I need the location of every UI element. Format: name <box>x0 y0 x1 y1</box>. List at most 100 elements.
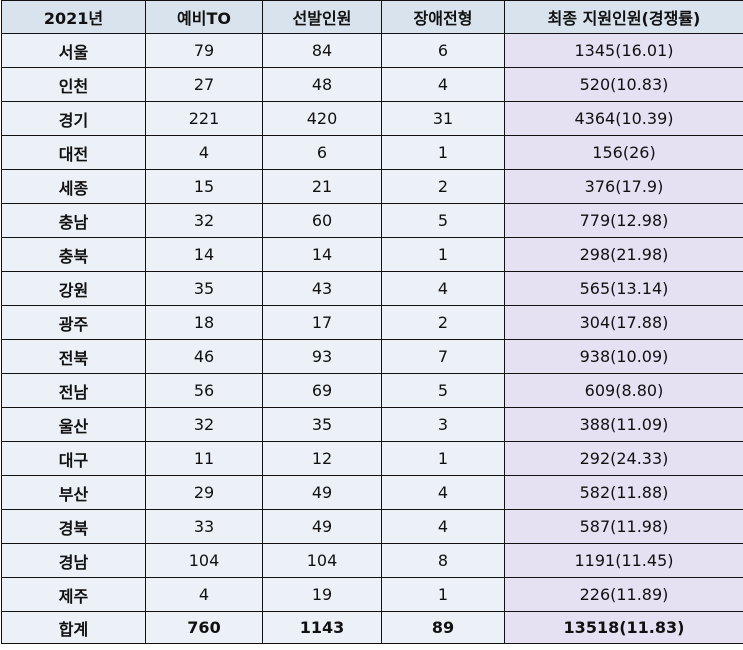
selected-count-cell: 49 <box>262 509 382 544</box>
selected-count-cell: 93 <box>262 339 382 374</box>
disability-track-cell: 1 <box>381 441 505 476</box>
disability-track-cell: 2 <box>381 305 505 340</box>
disability-track-cell: 5 <box>381 373 505 408</box>
region-cell: 경기 <box>1 101 146 136</box>
final-applicants-cell: 779(12.98) <box>504 203 743 238</box>
final-applicants-cell: 565(13.14) <box>504 271 743 306</box>
region-cell: 전남 <box>1 373 146 408</box>
table-row: 부산 29 49 4 582(11.88) <box>1 475 743 510</box>
table-row: 세종 15 21 2 376(17.9) <box>1 169 743 204</box>
table-row: 경기 221 420 31 4364(10.39) <box>1 101 743 136</box>
final-applicants-cell: 156(26) <box>504 135 743 170</box>
final-applicants-cell: 582(11.88) <box>504 475 743 510</box>
reserve-to-cell: 4 <box>145 577 263 612</box>
reserve-to-cell: 32 <box>145 407 263 442</box>
region-cell: 경북 <box>1 509 146 544</box>
disability-track-cell: 1 <box>381 237 505 272</box>
table-row: 광주 18 17 2 304(17.88) <box>1 305 743 340</box>
reserve-to-cell: 29 <box>145 475 263 510</box>
final-applicants-cell: 292(24.33) <box>504 441 743 476</box>
total-selected-count-cell: 1143 <box>262 611 382 644</box>
total-final-applicants-cell: 13518(11.83) <box>504 611 743 644</box>
final-applicants-cell: 587(11.98) <box>504 509 743 544</box>
reserve-to-cell: 35 <box>145 271 263 306</box>
disability-track-cell: 31 <box>381 101 505 136</box>
final-applicants-cell: 298(21.98) <box>504 237 743 272</box>
disability-track-cell: 5 <box>381 203 505 238</box>
table-row: 전북 46 93 7 938(10.09) <box>1 339 743 374</box>
disability-track-cell: 1 <box>381 577 505 612</box>
disability-track-cell: 4 <box>381 271 505 306</box>
total-region-cell: 합계 <box>1 611 146 644</box>
table-row: 대전 4 6 1 156(26) <box>1 135 743 170</box>
region-cell: 경남 <box>1 543 146 578</box>
region-cell: 대구 <box>1 441 146 476</box>
region-cell: 충남 <box>1 203 146 238</box>
final-applicants-cell: 388(11.09) <box>504 407 743 442</box>
region-cell: 전북 <box>1 339 146 374</box>
reserve-to-cell: 4 <box>145 135 263 170</box>
header-reserve-to: 예비TO <box>145 0 263 34</box>
header-year: 2021년 <box>1 0 146 34</box>
selected-count-cell: 14 <box>262 237 382 272</box>
region-cell: 광주 <box>1 305 146 340</box>
table-row: 인천 27 48 4 520(10.83) <box>1 67 743 102</box>
selected-count-cell: 6 <box>262 135 382 170</box>
total-row: 합계 760 1143 89 13518(11.83) <box>1 611 743 644</box>
selected-count-cell: 420 <box>262 101 382 136</box>
reserve-to-cell: 104 <box>145 543 263 578</box>
disability-track-cell: 1 <box>381 135 505 170</box>
region-cell: 강원 <box>1 271 146 306</box>
final-applicants-cell: 376(17.9) <box>504 169 743 204</box>
header-final-applicants: 최종 지원인원(경쟁률) <box>504 0 743 34</box>
reserve-to-cell: 11 <box>145 441 263 476</box>
total-reserve-to-cell: 760 <box>145 611 263 644</box>
final-applicants-cell: 4364(10.39) <box>504 101 743 136</box>
reserve-to-cell: 46 <box>145 339 263 374</box>
disability-track-cell: 8 <box>381 543 505 578</box>
table-row: 울산 32 35 3 388(11.09) <box>1 407 743 442</box>
reserve-to-cell: 18 <box>145 305 263 340</box>
region-cell: 대전 <box>1 135 146 170</box>
table-row: 서울 79 84 6 1345(16.01) <box>1 33 743 68</box>
selected-count-cell: 60 <box>262 203 382 238</box>
disability-track-cell: 4 <box>381 67 505 102</box>
disability-track-cell: 6 <box>381 33 505 68</box>
final-applicants-cell: 304(17.88) <box>504 305 743 340</box>
reserve-to-cell: 56 <box>145 373 263 408</box>
table-row: 강원 35 43 4 565(13.14) <box>1 271 743 306</box>
selected-count-cell: 17 <box>262 305 382 340</box>
reserve-to-cell: 27 <box>145 67 263 102</box>
header-row: 2021년 예비TO 선발인원 장애전형 최종 지원인원(경쟁률) <box>1 0 743 34</box>
selected-count-cell: 104 <box>262 543 382 578</box>
reserve-to-cell: 14 <box>145 237 263 272</box>
region-cell: 세종 <box>1 169 146 204</box>
table-row: 대구 11 12 1 292(24.33) <box>1 441 743 476</box>
total-disability-track-cell: 89 <box>381 611 505 644</box>
final-applicants-cell: 609(8.80) <box>504 373 743 408</box>
final-applicants-cell: 1191(11.45) <box>504 543 743 578</box>
region-cell: 부산 <box>1 475 146 510</box>
selected-count-cell: 35 <box>262 407 382 442</box>
disability-track-cell: 2 <box>381 169 505 204</box>
reserve-to-cell: 15 <box>145 169 263 204</box>
region-cell: 울산 <box>1 407 146 442</box>
disability-track-cell: 3 <box>381 407 505 442</box>
reserve-to-cell: 32 <box>145 203 263 238</box>
table-row: 경북 33 49 4 587(11.98) <box>1 509 743 544</box>
reserve-to-cell: 33 <box>145 509 263 544</box>
table-row: 경남 104 104 8 1191(11.45) <box>1 543 743 578</box>
final-applicants-cell: 520(10.83) <box>504 67 743 102</box>
selected-count-cell: 84 <box>262 33 382 68</box>
table-header: 2021년 예비TO 선발인원 장애전형 최종 지원인원(경쟁률) <box>1 0 743 34</box>
header-selected-count: 선발인원 <box>262 0 382 34</box>
disability-track-cell: 7 <box>381 339 505 374</box>
reserve-to-cell: 79 <box>145 33 263 68</box>
final-applicants-cell: 226(11.89) <box>504 577 743 612</box>
final-applicants-cell: 938(10.09) <box>504 339 743 374</box>
table-row: 충남 32 60 5 779(12.98) <box>1 203 743 238</box>
selected-count-cell: 12 <box>262 441 382 476</box>
disability-track-cell: 4 <box>381 509 505 544</box>
region-cell: 충북 <box>1 237 146 272</box>
